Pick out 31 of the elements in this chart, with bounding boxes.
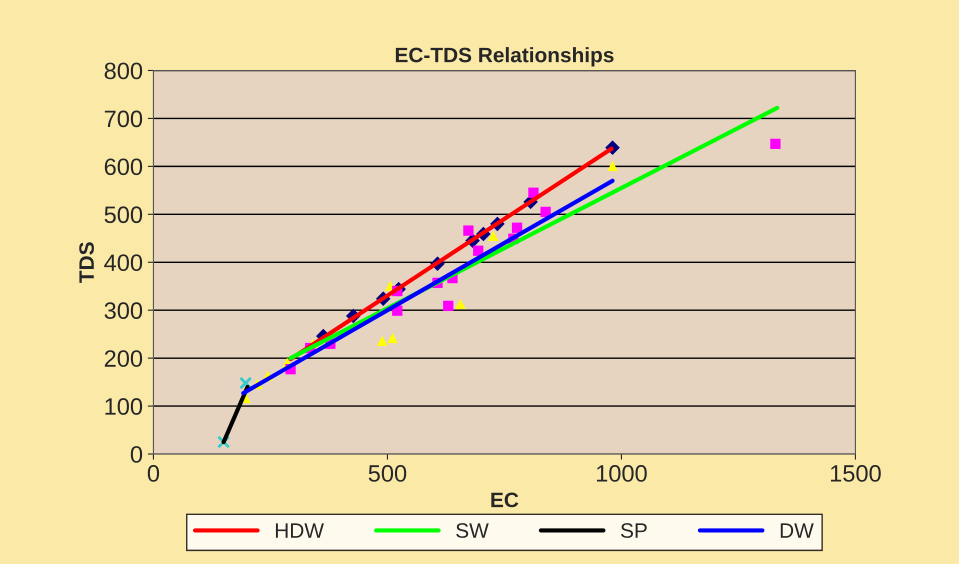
legend-label: HDW — [276, 523, 324, 538]
point — [512, 222, 522, 233]
legend-label: DW — [780, 523, 814, 538]
y-tick-label: 800 — [104, 62, 142, 80]
y-axis-title: TDS — [79, 242, 94, 283]
point — [540, 206, 551, 218]
point — [387, 332, 398, 344]
x-axis-title: EC — [491, 492, 518, 508]
y-tick-label: 500 — [104, 206, 142, 224]
x-tick-label: 0 — [148, 465, 160, 482]
point — [770, 138, 781, 149]
point — [473, 246, 484, 256]
point — [377, 336, 388, 346]
point — [488, 230, 498, 242]
x-tick-label: 500 — [368, 465, 406, 482]
point — [607, 160, 618, 172]
y-tick-label: 0 — [130, 446, 142, 463]
y-tick-label: 200 — [104, 350, 142, 367]
point — [463, 225, 474, 236]
point — [455, 298, 466, 310]
x-tick-label: 1000 — [596, 465, 647, 482]
chart-title: EC-TDS Relationships — [396, 47, 614, 66]
y-tick-label: 400 — [104, 254, 142, 272]
legend-label: SW — [456, 523, 489, 538]
y-tick-label: 100 — [105, 398, 142, 415]
y-tick-label: 300 — [104, 302, 142, 319]
x-tick-label: 1500 — [830, 465, 881, 482]
legend-label: SP — [620, 523, 647, 538]
y-tick-label: 600 — [104, 158, 142, 176]
point — [443, 300, 454, 312]
y-tick-label: 700 — [104, 110, 142, 128]
